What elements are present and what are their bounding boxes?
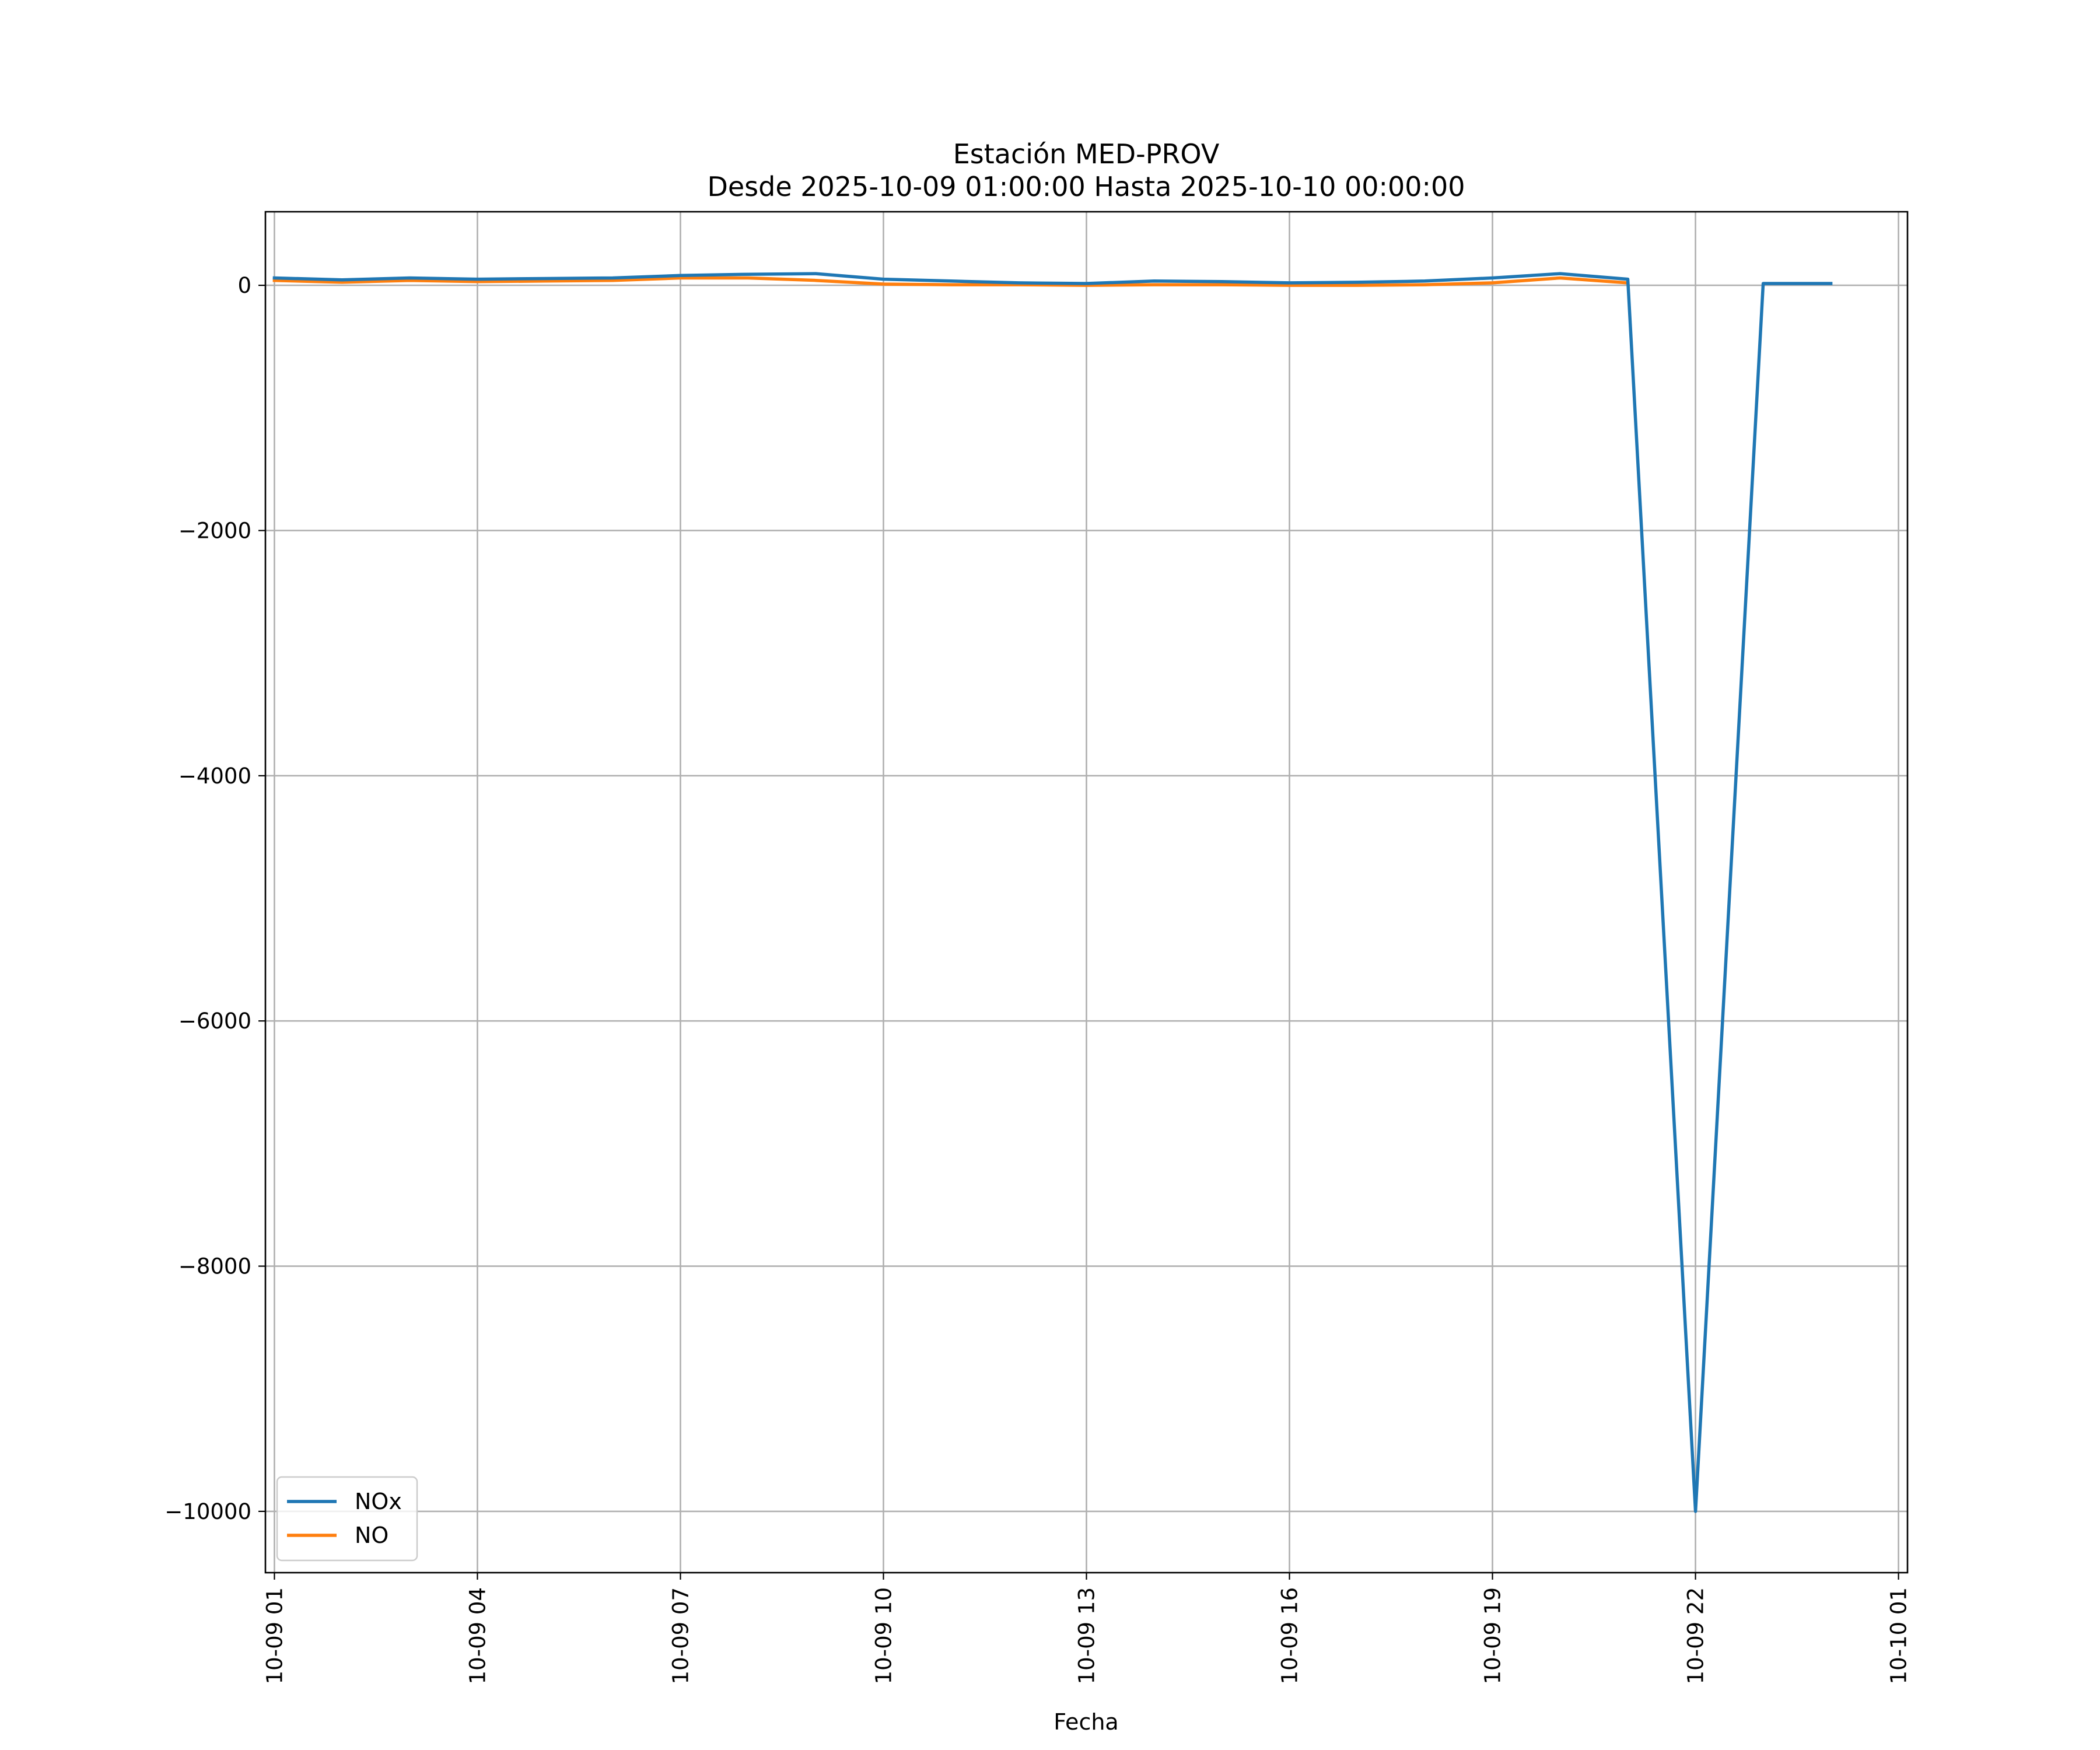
y-tick-label: −2000 (178, 518, 251, 543)
legend: NOx NO (276, 1476, 418, 1562)
x-tick-label: 10-09 10 (871, 1587, 896, 1684)
no-series-line (272, 276, 1630, 287)
legend-box (276, 1476, 418, 1562)
y-tick-label: −6000 (178, 1009, 251, 1034)
axes-ticks: 10-09 01 10-09 04 10-09 07 10-09 10 10-09 13… (164, 273, 1911, 1684)
chart-title: Estación MED-PROV (953, 138, 1220, 170)
x-tick-label: 10-10 01 (1887, 1587, 1912, 1684)
nox-series-line (272, 272, 1833, 1513)
x-tick-label: 10-09 04 (465, 1587, 490, 1684)
x-axis-label: Fecha (1054, 1709, 1118, 1735)
x-tick-label: 10-09 01 (262, 1587, 287, 1684)
x-tick-label: 10-09 16 (1278, 1587, 1303, 1684)
x-tick-label: 10-09 13 (1074, 1587, 1100, 1684)
y-tick-label: 0 (237, 273, 251, 298)
x-tick-label: 10-09 07 (668, 1587, 693, 1684)
y-tick-label: −8000 (178, 1254, 251, 1279)
legend-label-nox: NOx (355, 1489, 402, 1514)
chart-subtitle: Desde 2025-10-09 01:00:00 Hasta 2025-10-… (707, 171, 1465, 202)
x-tick-label: 10-09 22 (1684, 1587, 1709, 1684)
legend-label-no: NO (355, 1522, 388, 1548)
series-lines (272, 272, 1833, 1513)
y-tick-label: −10000 (164, 1499, 251, 1524)
y-tick-label: −4000 (178, 764, 251, 789)
grid-lines (265, 212, 1908, 1573)
x-tick-label: 10-09 19 (1480, 1587, 1506, 1684)
